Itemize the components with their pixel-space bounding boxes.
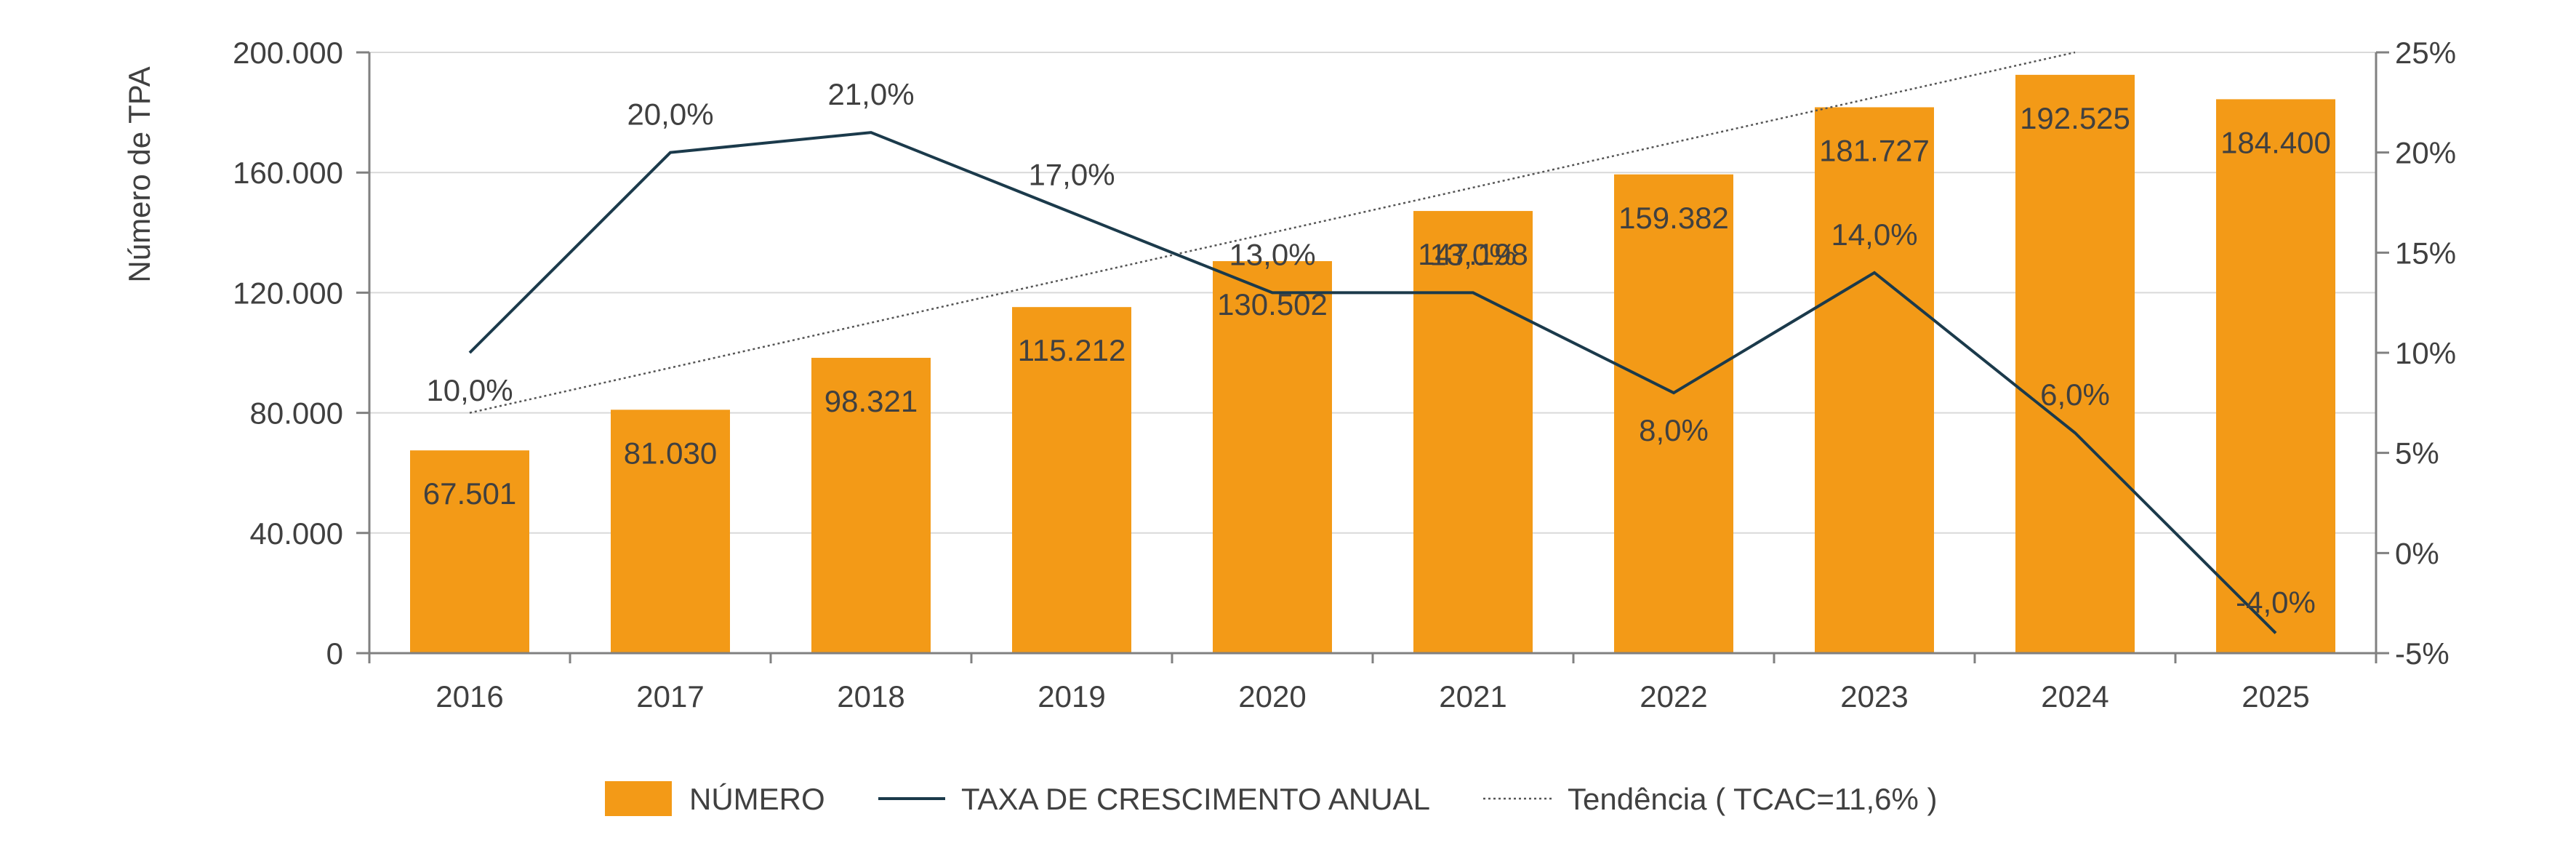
axes: 0 40.000 80.000 120.000 160.000 200.000 -5% 0% 5…	[233, 36, 2456, 714]
x-tick-label: 2018	[837, 679, 904, 714]
bar-value-label: 184.400	[2220, 125, 2331, 159]
bar-2018	[811, 357, 931, 653]
growth-value-label: 21,0%	[827, 77, 914, 111]
legend: NÚMERO TAXA DE CRESCIMENTO ANUAL Tendência…	[605, 781, 1938, 816]
y-axis-left-title: Número de TPA	[122, 66, 156, 282]
bar-value-label: 81.030	[624, 436, 717, 470]
growth-value-label: 13,0%	[1229, 237, 1315, 271]
growth-value-label: 17,0%	[1028, 157, 1115, 191]
bar-series	[410, 74, 2335, 654]
x-tick-label: 2019	[1038, 679, 1105, 714]
x-tick-label: 2021	[1439, 679, 1506, 714]
y-left-tick-label: 0	[326, 636, 343, 671]
x-tick-label: 2016	[436, 679, 503, 714]
data-labels: 67.50181.03098.321115.212130.502147.1981…	[423, 77, 2331, 619]
bar-2024	[2015, 74, 2135, 653]
x-tick-label: 2017	[636, 679, 704, 714]
x-tick-label: 2020	[1238, 679, 1306, 714]
y-right-tick-label: 5%	[2395, 436, 2439, 471]
y-left-tick-label: 160.000	[233, 156, 343, 190]
growth-line	[468, 131, 2277, 634]
x-tick-label: 2025	[2242, 679, 2309, 714]
bar-value-label: 181.727	[1819, 133, 1930, 167]
y-left-tick-label: 200.000	[233, 36, 343, 70]
bar-value-label: 192.525	[2020, 101, 2130, 135]
bar-value-label: 130.502	[1217, 287, 1328, 321]
legend-label-trend: Tendência ( TCAC=11,6% )	[1568, 782, 1938, 816]
growth-line-series	[468, 131, 2277, 634]
growth-value-label: 6,0%	[2040, 377, 2110, 412]
y-left-tick-label: 40.000	[250, 516, 343, 551]
legend-label-bar: NÚMERO	[689, 782, 825, 816]
x-tick-label: 2023	[1840, 679, 1908, 714]
x-tick-label: 2022	[1640, 679, 1707, 714]
y-right-tick-label: 0%	[2395, 536, 2439, 570]
bar-2017	[611, 409, 730, 653]
y-right-tick-label: 15%	[2395, 236, 2456, 270]
bar-2021	[1413, 211, 1533, 653]
y-right-tick-label: 10%	[2395, 336, 2456, 370]
y-left-tick-label: 80.000	[250, 396, 343, 431]
legend-swatch-bar	[605, 781, 672, 816]
trendline	[469, 51, 2076, 414]
bar-2020	[1213, 261, 1332, 653]
bar-2023	[1815, 107, 1934, 654]
y-right-tick-label: 25%	[2395, 36, 2456, 70]
growth-value-label: 20,0%	[627, 97, 713, 132]
bar-2019	[1012, 307, 1131, 653]
y-left-tick-label: 120.000	[233, 276, 343, 310]
growth-value-label: 10,0%	[426, 373, 513, 407]
bar-value-label: 159.382	[1618, 201, 1729, 235]
bar-2016	[410, 450, 529, 653]
bar-value-label: 115.212	[1018, 333, 1126, 367]
growth-value-label: 13,0%	[1429, 237, 1516, 271]
x-tick-label: 2024	[2041, 679, 2108, 714]
bar-value-label: 98.321	[824, 384, 918, 418]
bar-2025	[2216, 99, 2335, 654]
bar-value-label: 147.198	[1418, 237, 1528, 271]
y-right-tick-label: -5%	[2395, 636, 2449, 671]
y-right-tick-label: 20%	[2395, 136, 2456, 170]
trendline-path	[469, 51, 2076, 414]
bar-2022	[1614, 174, 1733, 654]
growth-value-label: 8,0%	[1639, 413, 1709, 447]
legend-label-line: TAXA DE CRESCIMENTO ANUAL	[961, 782, 1430, 816]
growth-value-label: 14,0%	[1831, 217, 1917, 252]
growth-value-label: -4,0%	[2236, 585, 2316, 619]
bar-value-label: 67.501	[423, 476, 516, 511]
